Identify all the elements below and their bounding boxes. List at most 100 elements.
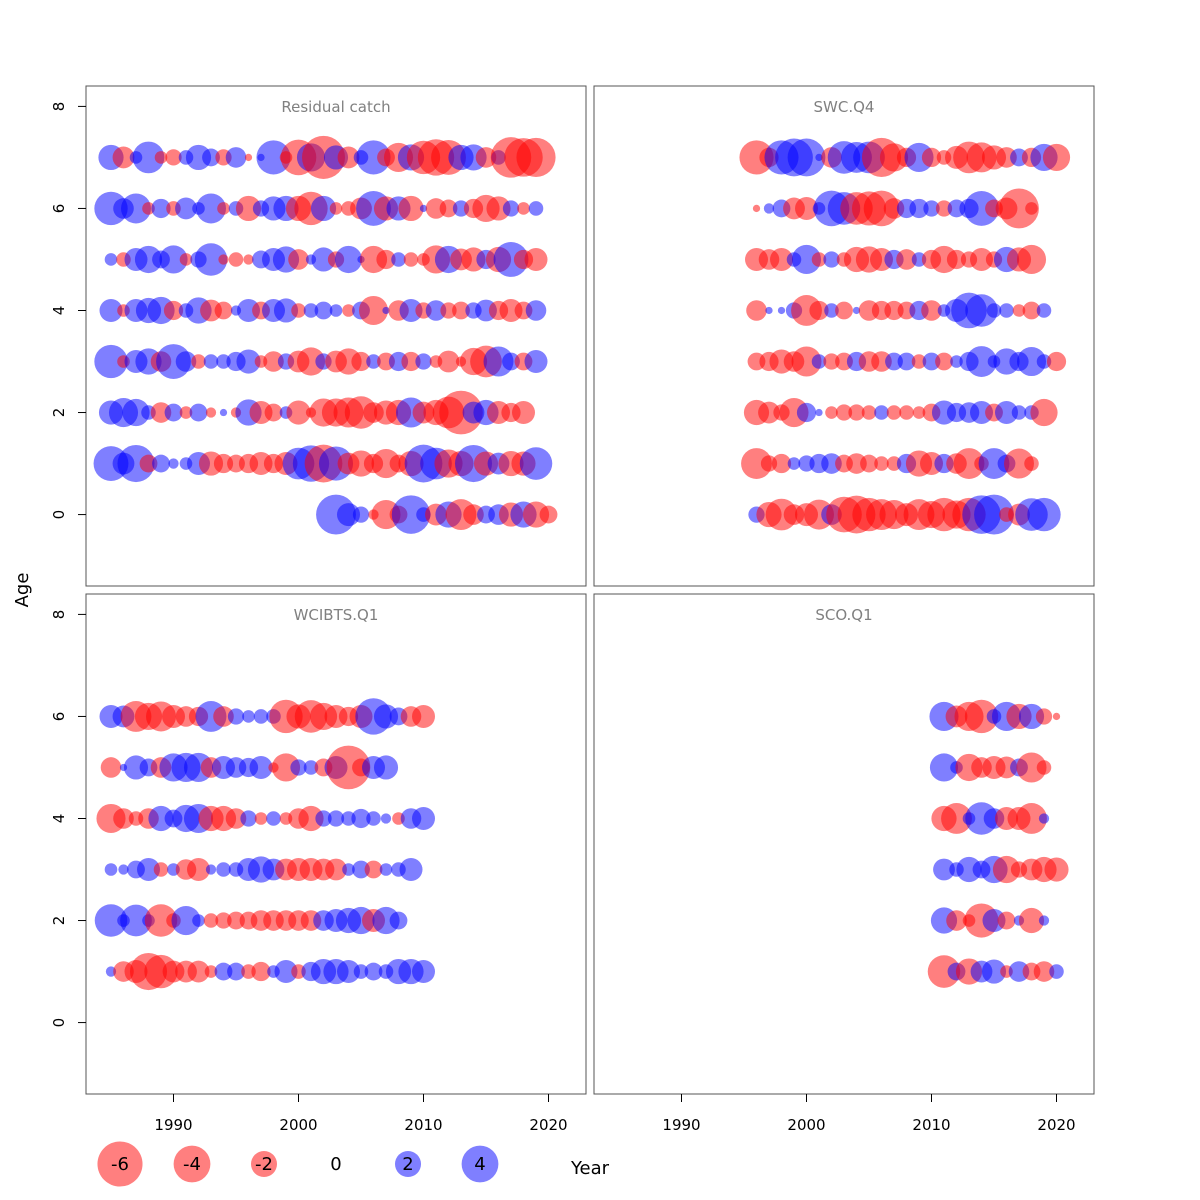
x-tick-label: 1990 <box>154 1116 192 1134</box>
residual-bubble <box>217 202 230 215</box>
panel-frame <box>85 593 587 1095</box>
x-tick-label: 2010 <box>404 1116 442 1134</box>
residual-bubble <box>327 810 345 827</box>
residual-bubble <box>204 965 218 978</box>
panel-3: SCO.Q1 1990 2000 2010 2020 <box>593 593 1095 1134</box>
residual-bubble <box>142 202 155 215</box>
legend-bubble <box>250 1150 278 1178</box>
residual-bubble <box>364 860 383 879</box>
residual-bubble <box>243 254 254 265</box>
residual-bubble <box>1030 398 1058 427</box>
residual-bubble <box>117 445 155 483</box>
panel-frame <box>593 593 1095 1095</box>
residual-bubble <box>922 352 941 371</box>
residual-bubble <box>835 404 853 421</box>
residual-bubble <box>205 407 217 418</box>
residual-bubble <box>219 408 228 417</box>
residual-bubble <box>1046 351 1067 372</box>
residual-bubble <box>353 964 369 979</box>
residual-bubble <box>403 252 419 267</box>
residual-bubble <box>502 352 520 371</box>
residual-bubble <box>897 352 916 371</box>
residual-bubble <box>94 344 128 379</box>
residual-bubble <box>1011 405 1027 420</box>
residual-bubble <box>366 811 381 826</box>
residual-bubble <box>356 140 391 175</box>
residual-bubble <box>848 404 865 421</box>
x-tick-label: 2010 <box>912 1116 950 1134</box>
residual-bubble <box>227 962 245 981</box>
residual-bubble <box>104 863 118 876</box>
residual-bubble <box>811 252 827 267</box>
residual-bubble <box>811 354 827 369</box>
residual-bubble <box>399 298 423 322</box>
residual-bubble <box>203 354 219 369</box>
residual-bubble <box>791 244 822 275</box>
residual-bubble <box>244 153 253 162</box>
y-tick-label: 8 <box>50 102 68 112</box>
residual-bubble <box>517 202 530 215</box>
residual-bubble <box>996 147 1017 168</box>
residual-bubble <box>999 188 1039 229</box>
residual-bubble <box>153 862 169 877</box>
residual-bubble <box>997 911 1016 930</box>
residual-bubble <box>978 448 1010 479</box>
residual-bubble <box>815 153 823 162</box>
legend-bubble <box>173 1145 211 1183</box>
y-tick-label: 4 <box>50 306 68 316</box>
residual-bubble <box>412 806 435 830</box>
residual-bubble <box>99 298 123 322</box>
residual-bubble <box>203 913 219 928</box>
residual-bubble <box>371 449 401 479</box>
residual-bubble <box>935 352 953 371</box>
residual-bubble <box>846 453 867 474</box>
residual-bubble <box>225 808 247 829</box>
residual-bubble <box>337 146 360 169</box>
residual-bubble <box>771 453 792 474</box>
residual-bubble <box>1016 244 1047 275</box>
residual-bubble <box>163 300 184 321</box>
residual-bubble <box>1016 752 1047 783</box>
residual-bubble <box>298 805 324 832</box>
residual-bubble <box>1049 964 1064 979</box>
residual-bubble <box>439 199 458 218</box>
residual-bubble <box>273 298 299 323</box>
residual-bubble <box>227 911 245 930</box>
residual-bubble <box>1016 346 1047 377</box>
residual-bubble <box>303 303 319 318</box>
residual-bubble <box>382 306 390 315</box>
residual-bubble <box>502 200 520 217</box>
residual-bubble <box>1018 907 1045 934</box>
residual-bubble <box>437 350 460 373</box>
legend-label: 4 <box>474 1154 485 1175</box>
residual-bubble <box>912 406 926 419</box>
residual-bubble <box>253 709 269 724</box>
residual-bubble <box>175 351 197 372</box>
residual-bubble <box>935 200 953 217</box>
panel-title: SWC.Q4 <box>814 98 875 116</box>
residual-bubble <box>539 505 558 524</box>
residual-bubble <box>752 204 761 213</box>
y-tick-label: 6 <box>50 204 68 214</box>
residual-bubble <box>1033 961 1055 982</box>
residual-bubble <box>213 453 234 474</box>
residual-bubble <box>483 346 514 377</box>
residual-bubble <box>425 300 447 321</box>
residual-bubble <box>200 299 222 322</box>
residual-bubble <box>871 351 892 372</box>
residual-bubble <box>946 910 967 931</box>
residual-bubble <box>100 757 122 778</box>
residual-bubble <box>196 193 226 224</box>
residual-bubble <box>144 904 178 937</box>
residual-bubble <box>941 803 972 834</box>
residual-bubble <box>288 249 309 270</box>
residual-bubble <box>1044 857 1069 882</box>
residual-bubble <box>256 140 291 175</box>
residual-bubble <box>964 191 999 226</box>
residual-bubble <box>189 403 208 422</box>
residual-bubble <box>168 458 179 469</box>
residual-bubble <box>398 195 424 222</box>
residual-bubble <box>524 247 548 271</box>
residual-bubble <box>927 955 961 988</box>
x-tick-label: 2020 <box>529 1116 567 1134</box>
